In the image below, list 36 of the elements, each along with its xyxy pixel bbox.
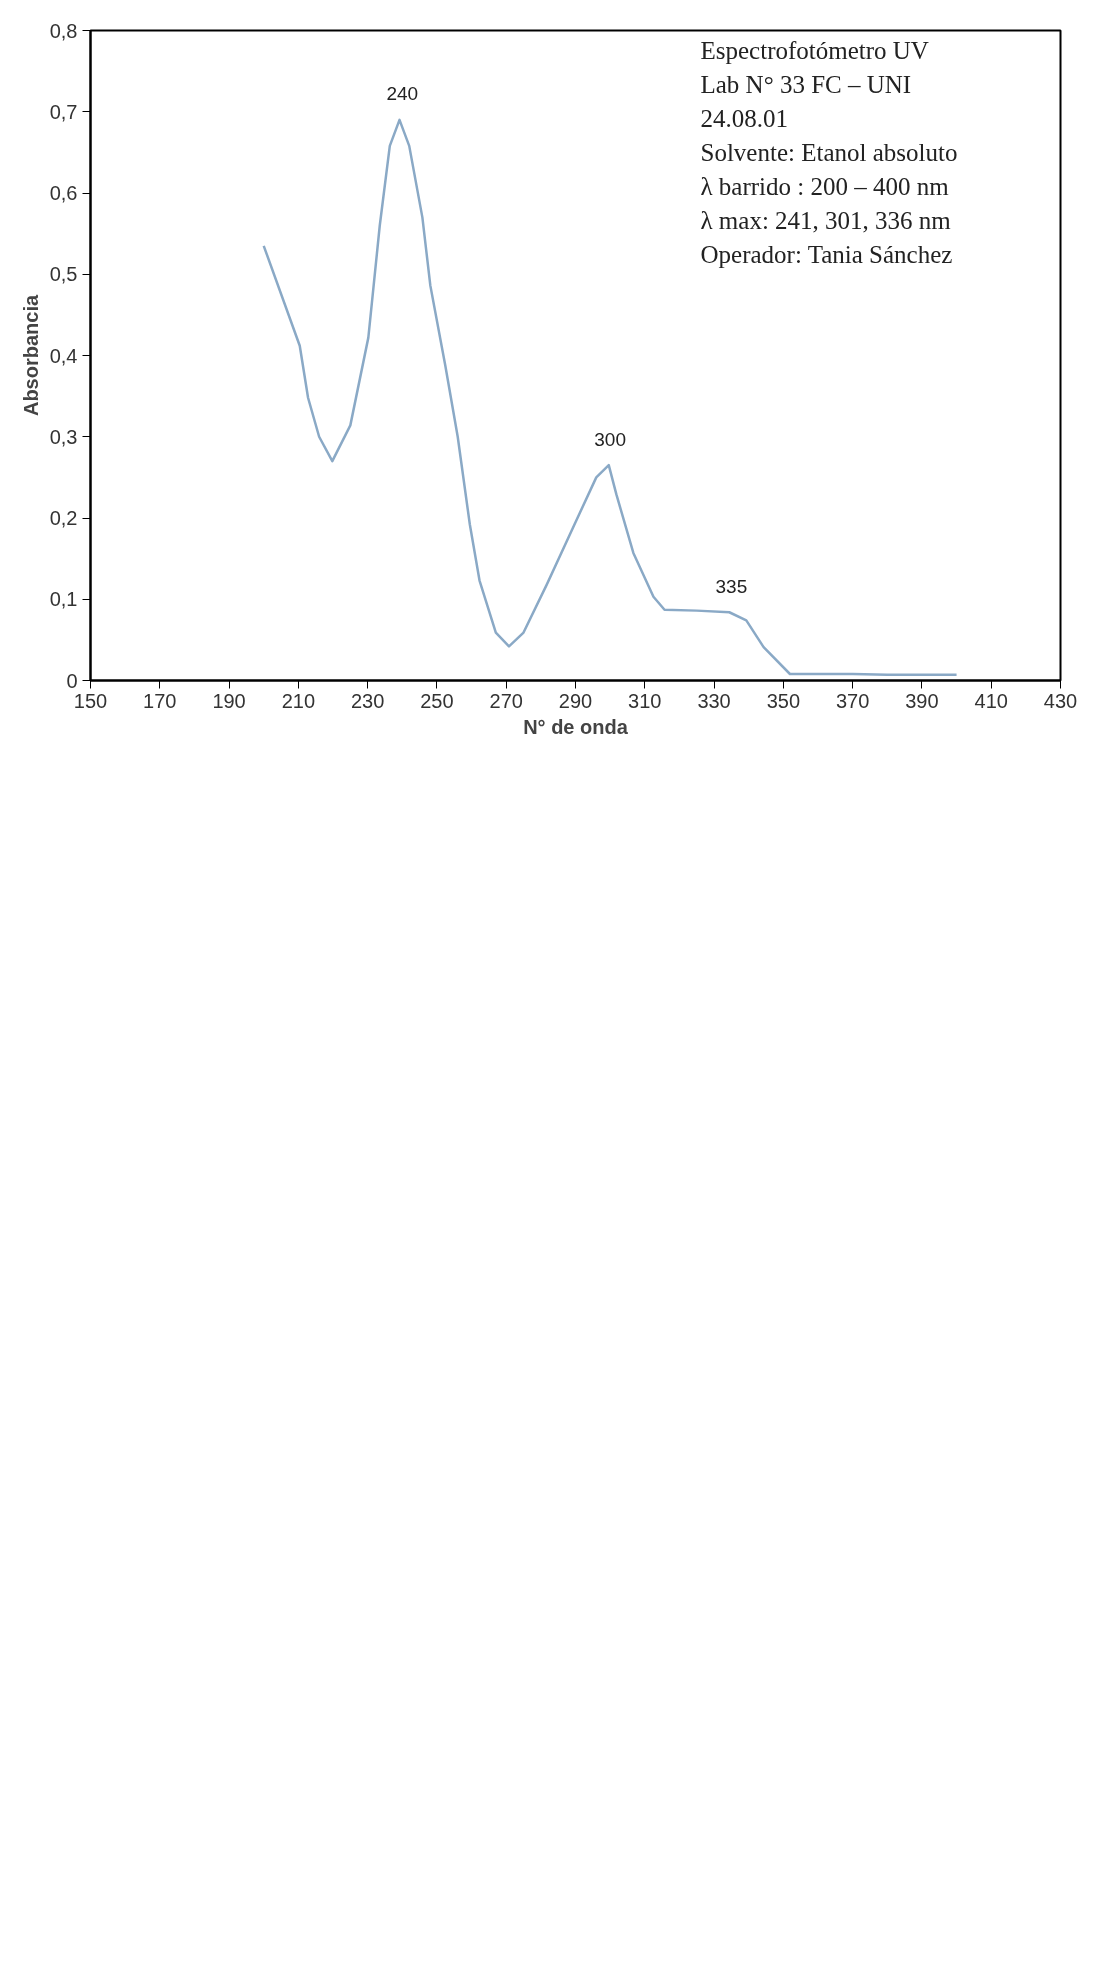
y-tick-label: 0,7 (49, 100, 78, 123)
x-tick-label: 290 (558, 689, 593, 712)
annotation: 300 (594, 428, 626, 450)
annotation: 240 (386, 83, 419, 105)
x-tick-label: 350 (766, 689, 801, 712)
annotation: λ max: 241, 301, 336 nm (700, 207, 952, 234)
y-tick-label: 0,3 (49, 425, 78, 448)
annotation: Operador: Tania Sánchez (700, 241, 953, 268)
x-tick-label: 430 (1043, 689, 1078, 712)
x-tick-label: 170 (143, 689, 177, 712)
annotation: λ barrido : 200 – 400 nm (700, 173, 950, 200)
x-tick-label: 250 (420, 689, 454, 712)
x-tick-label: 390 (905, 689, 939, 712)
x-tick-label: 370 (835, 689, 870, 712)
x-tick-label: 270 (489, 689, 523, 712)
y-tick-label: 0,6 (49, 182, 78, 204)
annotation: 24.08.01 (700, 105, 788, 132)
x-tick-label: 410 (974, 689, 1008, 712)
annotation: 335 (715, 575, 748, 597)
y-tick-label: 0,8 (49, 19, 78, 42)
x-tick-label: 190 (212, 689, 246, 712)
x-tick-label: 310 (628, 689, 662, 712)
annotation: Espectrofotómetro UV (700, 37, 929, 64)
x-tick-label: 230 (350, 689, 385, 712)
x-tick-label: 330 (697, 689, 731, 712)
annotation: Lab N° 33 FC – UNI (700, 71, 912, 98)
y-axis-title: Absorbancia (19, 294, 42, 417)
y-tick-label: 0,5 (49, 263, 78, 286)
annotation: Solvente: Etanol absoluto (700, 139, 958, 166)
x-axis-title: N° de onda (523, 715, 629, 738)
x-tick-label: 150 (73, 689, 108, 712)
y-tick-label: 0,1 (49, 588, 78, 611)
y-tick-label: 0 (66, 669, 78, 692)
y-tick-label: 0,2 (49, 507, 78, 529)
x-tick-label: 210 (281, 689, 316, 712)
y-tick-label: 0,4 (49, 344, 78, 367)
